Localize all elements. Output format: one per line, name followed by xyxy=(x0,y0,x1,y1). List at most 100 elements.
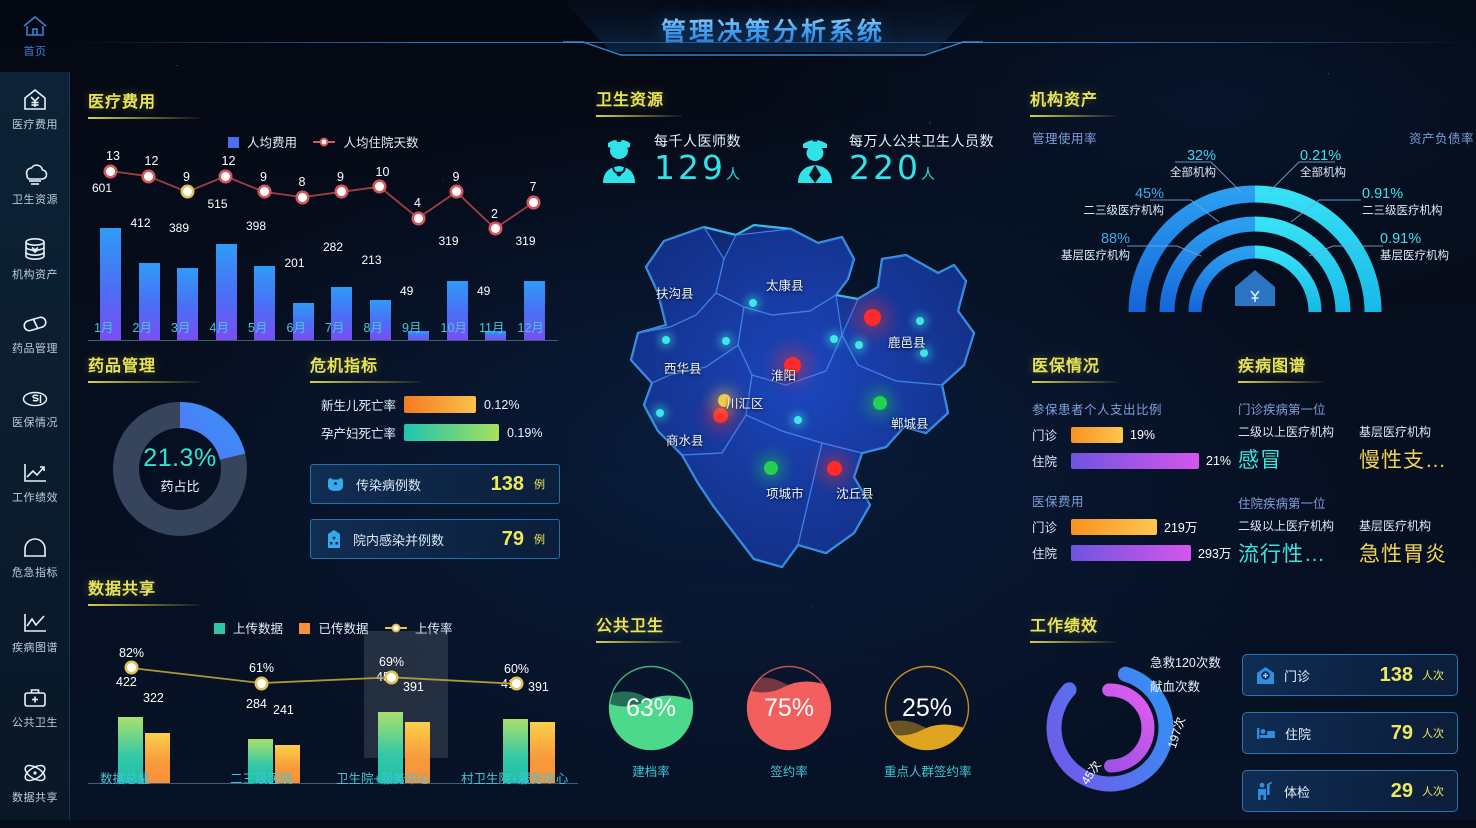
legend-item-avg-stay[interactable]: 人均住院天数 xyxy=(313,132,419,151)
map-region-label[interactable]: 西华县 xyxy=(664,362,702,376)
map-region-label[interactable]: 鹿邑县 xyxy=(888,336,926,350)
liquid-gauge-caption: 签约率 xyxy=(770,765,808,779)
bar-column[interactable] xyxy=(248,738,273,783)
summary-card-inpatient[interactable]: 住院 79 人次 xyxy=(1242,712,1458,754)
map-marker[interactable] xyxy=(764,461,778,475)
map-marker[interactable] xyxy=(826,460,842,476)
liquid-gauge-key-group-signing-rate[interactable]: 25% 重点人群签约率 xyxy=(884,665,972,780)
bar-column[interactable] xyxy=(100,228,121,340)
line-point[interactable] xyxy=(182,187,192,197)
bar-column[interactable] xyxy=(530,721,555,783)
line-point[interactable] xyxy=(221,171,230,181)
disease-col-secondary-plus: 二级以上医疗机构 感冒 xyxy=(1238,423,1351,474)
legend-item-uploaded[interactable]: 已传数据 xyxy=(299,618,369,637)
institution-assets-panel: 机构资产 管理使用率 资产负债率 xyxy=(1030,86,1476,313)
bar-column[interactable] xyxy=(177,267,198,340)
sidebar-item-data-share[interactable]: 数据共享 xyxy=(0,745,70,820)
bar-column[interactable] xyxy=(118,716,143,783)
map-region-label[interactable]: 川汇区 xyxy=(726,397,764,411)
crisis-card-infectious[interactable]: 传染病例数 138 例 xyxy=(310,464,560,504)
bar-column[interactable] xyxy=(378,712,403,783)
bar xyxy=(254,265,275,340)
map-marker[interactable] xyxy=(722,337,730,345)
map-region-label[interactable]: 沈丘县 xyxy=(836,487,874,501)
bar-column[interactable] xyxy=(503,718,528,783)
line-point[interactable] xyxy=(529,197,538,207)
map-marker[interactable] xyxy=(794,416,802,424)
liquid-gauge-filing-rate[interactable]: 63% 建档率 xyxy=(608,665,694,780)
bar-column[interactable] xyxy=(254,265,275,340)
map-marker[interactable] xyxy=(830,335,838,343)
line-point[interactable] xyxy=(452,187,461,197)
sidebar-item-drug-management[interactable]: 药品管理 xyxy=(0,296,70,371)
performance-donut[interactable]: 急救120次数 献血次数 197次 45次 xyxy=(1038,646,1221,806)
map-marker[interactable] xyxy=(916,317,924,325)
line-point[interactable] xyxy=(105,166,115,176)
line-point[interactable] xyxy=(298,192,307,202)
bar-column[interactable] xyxy=(292,302,314,340)
sidebar-item-critical-indicator[interactable]: 危急指标 xyxy=(0,521,70,596)
line-point[interactable] xyxy=(336,187,346,197)
bar-column[interactable] xyxy=(405,721,430,783)
map-region-label[interactable]: 项城市 xyxy=(766,487,804,501)
map-region-label[interactable]: 扶沟县 xyxy=(656,287,694,301)
bar-column[interactable] xyxy=(331,287,352,340)
drug-ratio-donut[interactable]: 21.3% 药占比 xyxy=(110,399,250,539)
insurance-panel: 医保情况 参保患者个人支出比例 门诊 19% 住院 21% 医保费用 门诊 21… xyxy=(1032,352,1232,582)
map-region-label[interactable]: 太康县 xyxy=(766,279,804,293)
map-marker[interactable] xyxy=(662,336,670,344)
bar-column[interactable] xyxy=(446,280,468,340)
sidebar-item-health-resource[interactable]: 卫生资源 xyxy=(0,147,70,222)
assets-right-subtitle: 资产负债率 xyxy=(1408,132,1474,146)
bar-column[interactable] xyxy=(145,732,170,783)
crisis-card-hospital-infection[interactable]: 院内感染并例数 79 例 xyxy=(310,519,560,559)
bar-column[interactable] xyxy=(369,300,391,340)
sidebar-item-institution-assets[interactable]: 机构资产 xyxy=(0,222,70,297)
line-point[interactable] xyxy=(386,672,396,682)
line-point[interactable] xyxy=(144,171,153,181)
summary-card-checkup[interactable]: 体检 29 人次 xyxy=(1242,770,1458,812)
bar-value-label: 49 xyxy=(400,283,414,298)
map-region-label[interactable]: 商水县 xyxy=(666,434,704,448)
home-icon xyxy=(23,15,47,36)
sidebar-item-home[interactable]: 首页 xyxy=(0,0,70,72)
bar-column[interactable] xyxy=(275,745,300,783)
sidebar-item-public-health[interactable]: 公共卫生 xyxy=(0,670,70,745)
map-marker[interactable] xyxy=(783,356,801,374)
legend-item-avg-cost[interactable]: 人均费用 xyxy=(227,132,297,151)
sidebar-item-medical-cost[interactable]: 医疗费用 xyxy=(0,72,70,147)
map-marker[interactable] xyxy=(712,407,728,423)
region-map[interactable]: 扶沟县 太康县西华县淮阳 川汇区商水县 鹿邑县郸城县项城市 沈丘县 xyxy=(586,215,1006,615)
line-point[interactable] xyxy=(259,187,269,197)
map-marker[interactable] xyxy=(656,409,664,417)
bar-column[interactable] xyxy=(523,280,545,340)
sidebar-item-insurance[interactable]: 医保情况 xyxy=(0,371,70,446)
legend-item-upload-rate[interactable]: 上传率 xyxy=(384,618,453,637)
map-region-label[interactable]: 淮阳 xyxy=(771,369,797,383)
sidebar-item-work-performance[interactable]: 工作绩效 xyxy=(0,446,70,521)
map-marker[interactable] xyxy=(920,349,928,357)
line-point[interactable] xyxy=(490,224,500,234)
map-region-label[interactable]: 郸城县 xyxy=(891,417,929,431)
liquid-gauge-signing-rate[interactable]: 75% 签约率 xyxy=(746,665,832,780)
line-point[interactable] xyxy=(256,678,266,688)
bar-column[interactable] xyxy=(408,330,429,340)
bar-column[interactable] xyxy=(138,263,160,340)
bar-column[interactable] xyxy=(485,330,506,340)
line-point[interactable] xyxy=(511,679,521,689)
bar-column[interactable] xyxy=(215,244,237,340)
summary-card-outpatient[interactable]: 门诊 138 人次 xyxy=(1242,654,1458,696)
legend-item-upload[interactable]: 上传数据 xyxy=(213,618,283,637)
map-marker[interactable] xyxy=(749,299,757,307)
institution-assets-title: 机构资产 xyxy=(1030,86,1476,117)
sidebar-item-disease-spectrum[interactable]: 疾病图谱 xyxy=(0,596,70,671)
map-marker[interactable] xyxy=(863,308,881,326)
map-marker[interactable] xyxy=(717,393,731,407)
line-point[interactable] xyxy=(413,213,423,223)
map-marker[interactable] xyxy=(873,396,887,410)
line-point[interactable] xyxy=(126,663,136,673)
legend-swatch-line xyxy=(384,623,407,633)
line-point[interactable] xyxy=(375,182,384,192)
map-marker[interactable] xyxy=(855,341,863,349)
line-point-label: 9 xyxy=(183,169,190,184)
